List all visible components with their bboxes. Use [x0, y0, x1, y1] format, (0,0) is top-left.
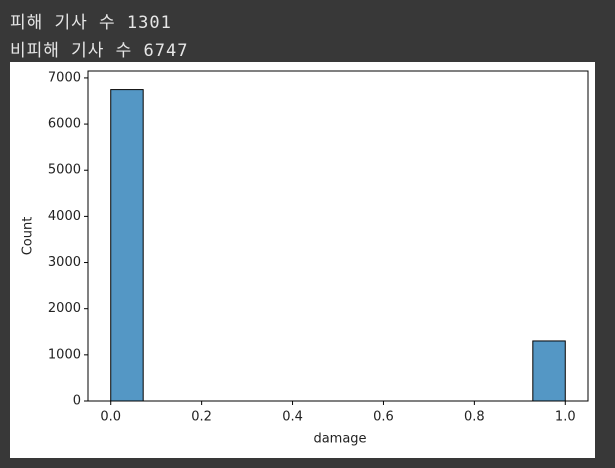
x-tick-label: 0.6 — [373, 410, 394, 425]
bar — [110, 89, 144, 402]
chart: damage Count 0 1000 2000 3000 4000 5000 6000 70… — [10, 62, 595, 458]
x-tick-label: 0.4 — [282, 410, 303, 425]
x-tick-label: 0.8 — [464, 410, 485, 425]
output-line: 비피해 기사 수 6747 — [10, 41, 189, 61]
plot-frame — [87, 70, 589, 402]
y-tick-label: 4000 — [48, 209, 81, 224]
y-tick-label: 7000 — [48, 70, 81, 85]
y-tick-label: 1000 — [48, 347, 81, 362]
bar — [532, 340, 566, 402]
x-axis-label: damage — [313, 432, 366, 447]
y-tick-label: 2000 — [48, 301, 81, 316]
output-line: 피해 기사 수 1301 — [10, 13, 172, 33]
y-tick-label: 5000 — [48, 163, 81, 178]
y-axis-label: Count — [21, 217, 36, 256]
x-tick-label: 0.2 — [191, 410, 212, 425]
y-tick-label: 6000 — [48, 117, 81, 132]
y-tick-label: 0 — [73, 394, 81, 409]
x-tick-label: 1.0 — [555, 410, 576, 425]
y-tick-label: 3000 — [48, 255, 81, 270]
x-tick-label: 0.0 — [100, 410, 121, 425]
